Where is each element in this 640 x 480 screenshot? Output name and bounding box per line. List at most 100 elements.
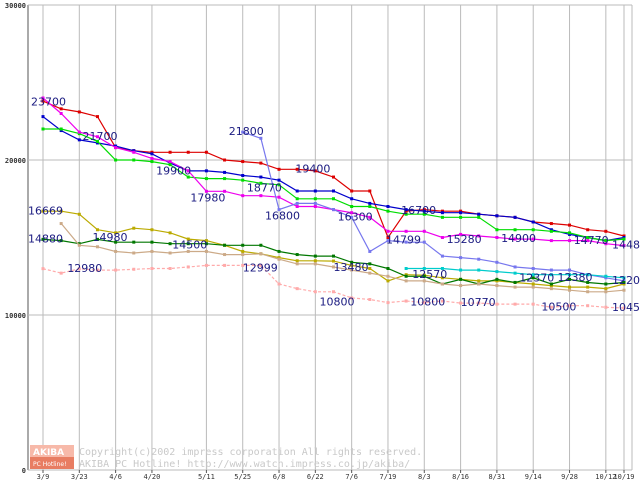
- series-point-7: [386, 267, 390, 270]
- x-tick-label: 8/31: [488, 473, 505, 480]
- series-point-4: [77, 130, 81, 134]
- series-point-3: [604, 239, 608, 243]
- series-point-1: [368, 189, 372, 193]
- series-line-9: [60, 223, 625, 293]
- series-point-3: [568, 231, 572, 235]
- series-point-2: [223, 170, 227, 174]
- data-label: 10450: [612, 301, 640, 314]
- data-label: 15280: [447, 233, 482, 246]
- series-point-5: [477, 257, 481, 261]
- series-point-2: [531, 220, 535, 224]
- data-label: 12370: [519, 271, 554, 284]
- series-point-3: [622, 237, 626, 241]
- series-point-6: [368, 267, 372, 270]
- series-point-9: [95, 245, 99, 249]
- series-point-7: [77, 242, 81, 246]
- data-label: 14799: [386, 234, 421, 247]
- series-point-4: [604, 242, 608, 246]
- series-point-4: [168, 160, 172, 164]
- series-point-9: [495, 284, 499, 288]
- series-point-3: [114, 158, 118, 162]
- series-point-9: [223, 253, 227, 257]
- series-point-6: [41, 209, 45, 213]
- series-point-3: [132, 158, 136, 162]
- series-point-4: [41, 96, 45, 100]
- series-point-1: [223, 158, 227, 162]
- series-point-3: [95, 139, 99, 143]
- data-label: 12380: [558, 271, 593, 284]
- series-point-5: [604, 276, 608, 280]
- series-point-9: [204, 249, 208, 253]
- series-point-9: [295, 262, 299, 266]
- series-point-9: [313, 262, 317, 266]
- series-point-4: [132, 150, 136, 154]
- series-point-4: [114, 146, 118, 150]
- series-point-4: [95, 135, 99, 139]
- series-point-7: [531, 276, 535, 280]
- series-point-9: [622, 288, 626, 292]
- data-label: 12999: [243, 262, 278, 275]
- series-point-6: [95, 228, 99, 232]
- series-point-3: [59, 127, 63, 131]
- series-point-8: [513, 271, 517, 275]
- x-tick-label: 5/25: [234, 473, 251, 480]
- data-label: 12200: [612, 274, 640, 287]
- series-point-1: [568, 223, 572, 227]
- series-point-2: [277, 178, 281, 182]
- series-point-1: [622, 234, 626, 238]
- series-point-2: [77, 138, 81, 142]
- series-point-2: [59, 129, 63, 133]
- series-point-9: [114, 249, 118, 253]
- series-point-4: [186, 169, 190, 173]
- series-point-3: [531, 228, 535, 232]
- data-label: 13480: [334, 261, 369, 274]
- series-point-6: [59, 209, 63, 213]
- series-point-10: [204, 263, 208, 267]
- series-point-7: [513, 280, 517, 284]
- series-point-8: [495, 270, 499, 274]
- series-point-7: [95, 237, 99, 241]
- series-point-6: [549, 284, 553, 288]
- series-point-4: [531, 237, 535, 241]
- series-point-4: [259, 194, 263, 198]
- series-point-5: [259, 136, 263, 140]
- series-point-1: [549, 222, 553, 226]
- series-point-6: [586, 285, 590, 289]
- series-point-9: [586, 290, 590, 294]
- series-point-5: [404, 240, 408, 244]
- x-tick-label: 4/6: [109, 473, 122, 480]
- series-point-3: [295, 197, 299, 201]
- series-point-7: [404, 274, 408, 278]
- series-point-3: [332, 197, 335, 201]
- series-point-3: [440, 215, 444, 219]
- data-label: 14500: [172, 238, 207, 251]
- logo-top-text: AKIBA: [33, 448, 64, 458]
- series-point-2: [477, 212, 481, 216]
- series-line-5: [242, 131, 625, 282]
- series-point-8: [549, 273, 553, 277]
- series-point-4: [513, 237, 517, 241]
- series-point-9: [186, 249, 190, 253]
- series-point-5: [459, 256, 463, 260]
- series-point-8: [404, 267, 408, 270]
- series-point-3: [513, 228, 517, 232]
- series-point-6: [332, 259, 335, 263]
- data-label: 16700: [401, 204, 436, 217]
- series-point-5: [241, 130, 245, 134]
- series-point-6: [622, 282, 626, 286]
- series-point-4: [277, 195, 281, 199]
- series-point-4: [313, 205, 317, 208]
- series-point-2: [404, 208, 408, 212]
- series-point-10: [404, 299, 408, 303]
- series-point-1: [295, 167, 299, 171]
- series-point-3: [223, 177, 227, 181]
- series-point-4: [440, 236, 444, 239]
- series-point-10: [223, 263, 227, 267]
- series-point-1: [150, 150, 154, 154]
- series-point-2: [168, 161, 172, 165]
- series-point-9: [77, 243, 81, 247]
- data-label: 16300: [338, 210, 373, 223]
- x-tick-label: 7/19: [380, 473, 397, 480]
- series-point-10: [549, 305, 553, 309]
- series-point-4: [404, 229, 408, 233]
